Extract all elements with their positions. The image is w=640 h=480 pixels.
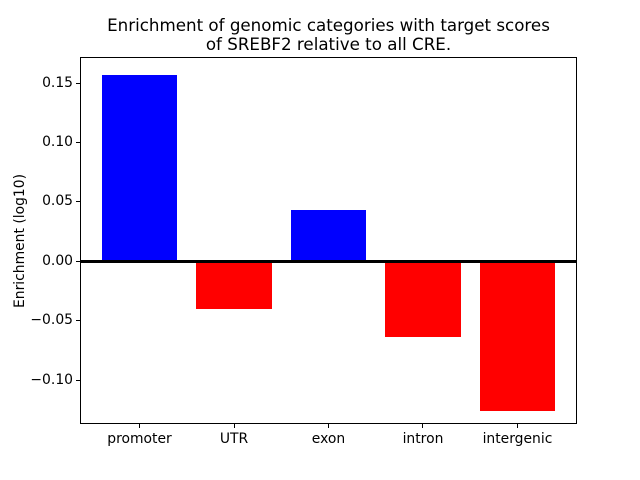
x-tick-label-intron: intron [402,431,444,447]
y-tick [76,260,80,262]
x-tick-label-UTR: UTR [219,431,249,447]
x-tick-label-intergenic: intergenic [482,431,553,447]
y-tick-label: 0.10 [42,134,73,150]
y-tick [76,142,80,143]
bar-intron [385,261,461,338]
x-tick [139,424,141,428]
y-tick-label: −0.10 [30,371,73,388]
plot-area [80,57,577,424]
y-tick-label: 0.05 [42,193,73,210]
y-tick [76,82,80,84]
y-tick-label: 0.15 [42,74,73,91]
bar-intergenic [479,261,556,411]
zero-line [81,259,576,264]
bar-promoter [101,74,178,262]
bar-UTR [196,261,272,309]
y-tick [76,320,80,322]
y-tick [76,379,80,381]
chart-title: Enrichment of genomic categories with ta… [107,15,550,54]
x-tick-label-exon: exon [311,431,346,447]
bar-exon [290,210,367,262]
x-tick [233,424,235,428]
y-tick [76,201,80,203]
x-tick [516,424,518,428]
x-tick [422,424,424,428]
x-tick-label-promoter: promoter [107,431,172,447]
x-tick [328,424,329,428]
y-tick-label: −0.05 [30,312,73,329]
y-tick-label: 0.00 [42,252,73,269]
